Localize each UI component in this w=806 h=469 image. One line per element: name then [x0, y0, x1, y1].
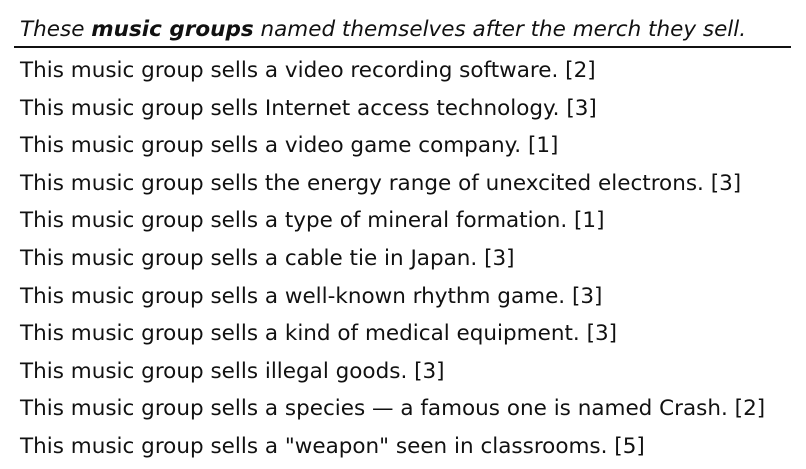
header-intro: These [20, 17, 92, 42]
clue-list: This music group sells a video recording… [14, 52, 791, 466]
puzzle-header: These music groups named themselves afte… [14, 10, 791, 48]
clue-item: This music group sells a "weapon" seen i… [20, 433, 645, 459]
clue-item: This music group sells illegal goods. [3… [20, 358, 445, 384]
clue-item: This music group sells a video game comp… [20, 133, 559, 159]
clue-item: This music group sells a video recording… [20, 58, 596, 83]
header-emphasis: music groups [91, 17, 254, 42]
clue-item: This music group sells a species — a fam… [20, 396, 766, 422]
clue-item: This music group sells a type of mineral… [20, 208, 605, 234]
clue-item: This music group sells a well-known rhyt… [20, 283, 603, 309]
clue-item: This music group sells a cable tie in Ja… [20, 245, 515, 271]
clue-item: This music group sells a kind of medical… [20, 321, 618, 347]
header-rest: named themselves after the merch they se… [253, 17, 747, 42]
clue-item: This music group sells the energy range … [20, 170, 742, 196]
clue-item: This music group sells Internet access t… [20, 95, 597, 121]
